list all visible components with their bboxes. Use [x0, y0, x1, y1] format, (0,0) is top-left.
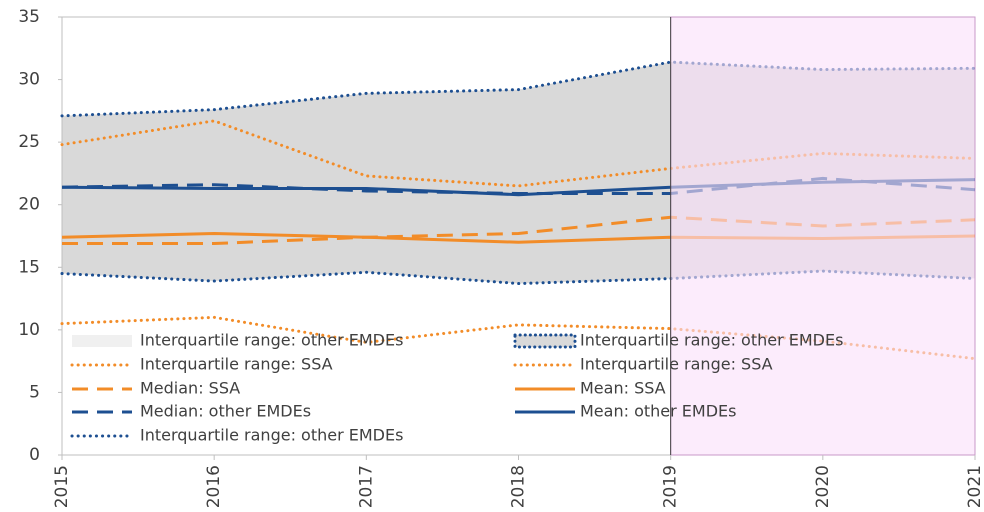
x-tick-label: 2015 — [52, 465, 72, 508]
legend-swatch — [72, 335, 132, 347]
x-tick-label: 2020 — [813, 465, 833, 508]
y-tick-label: 25 — [18, 132, 40, 152]
series-line — [60, 60, 977, 118]
x-tick-label: 2021 — [965, 465, 984, 508]
y-tick-label: 5 — [29, 382, 40, 402]
legend-label: Mean: other EMDEs — [580, 402, 736, 421]
y-tick-label: 15 — [18, 257, 40, 277]
y-tick-label: 0 — [29, 445, 40, 465]
forecast-region — [670, 16, 976, 456]
y-tick-label: 35 — [18, 7, 40, 27]
legend-label: Interquartile range: SSA — [580, 355, 773, 374]
x-tick-label: 2018 — [509, 465, 529, 508]
legend-label: Median: SSA — [140, 379, 240, 398]
series-line — [60, 315, 977, 361]
legend-label: Interquartile range: SSA — [140, 355, 333, 374]
legend-label: Interquartile range: other EMDEs — [580, 331, 843, 350]
y-tick-label: 30 — [18, 70, 40, 90]
y-tick-label: 20 — [18, 195, 40, 215]
x-tick-label: 2017 — [356, 465, 376, 508]
legend-label: Interquartile range: other EMDEs — [140, 331, 403, 350]
legend-swatch — [513, 333, 577, 349]
x-tick-label: 2016 — [204, 465, 224, 508]
y-tick-label: 10 — [18, 320, 40, 340]
legend-label: Interquartile range: other EMDEs — [140, 426, 403, 445]
legend-label: Median: other EMDEs — [140, 402, 311, 421]
x-tick-label: 2019 — [661, 465, 681, 508]
legend-label: Mean: SSA — [580, 379, 666, 398]
